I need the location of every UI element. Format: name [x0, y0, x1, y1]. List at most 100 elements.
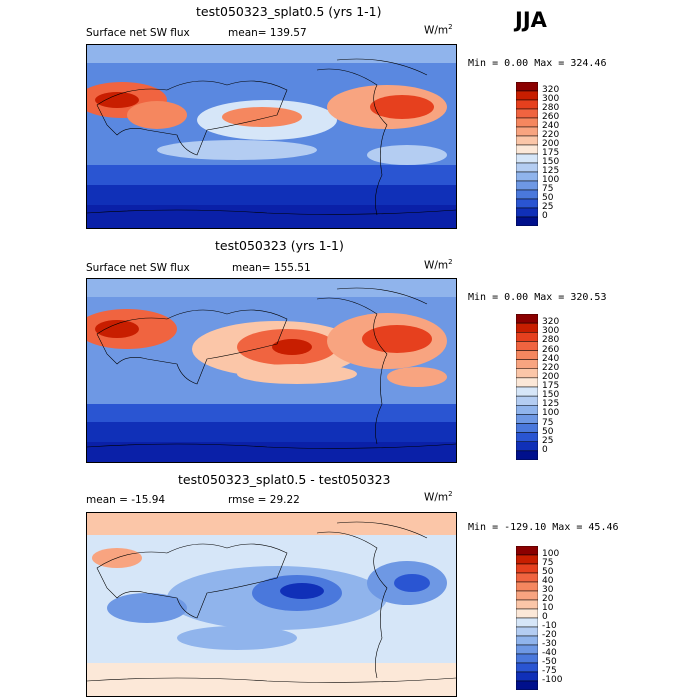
- colorbar-swatch: [515, 341, 539, 351]
- colorbar-tick-label: 150: [542, 157, 560, 167]
- colorbar-swatch: [515, 144, 539, 155]
- colorbar-swatch: [515, 572, 539, 583]
- panel1-right-label: mean= 139.57: [228, 27, 307, 39]
- colorbar-swatch: [515, 216, 539, 227]
- colorbar-tick-label: 220: [542, 362, 560, 373]
- colorbar-swatch: [515, 653, 539, 664]
- panel3-colorbar: [515, 545, 539, 691]
- colorbar-tick-label: 280: [542, 335, 560, 346]
- colorbar-tick-label: 0: [542, 444, 548, 455]
- colorbar-swatch: [515, 395, 539, 406]
- panel3-title: test050323_splat0.5 - test050323: [178, 472, 391, 487]
- colorbar-swatch: [515, 171, 539, 182]
- colorbar-swatch: [515, 599, 539, 610]
- colorbar-tick-label: 200: [542, 371, 560, 382]
- colorbar-swatch: [515, 545, 539, 556]
- panel3-colorbar-swatches: [515, 545, 539, 691]
- panel1-left-label: Surface net SW flux: [86, 27, 190, 39]
- colorbar-tick-label: 280: [542, 103, 560, 113]
- panel1-stats: Min = 0.00 Max = 324.46: [468, 58, 607, 69]
- season-label: JJA: [515, 8, 547, 32]
- colorbar-tick-label: 25: [542, 435, 554, 446]
- colorbar-swatch: [515, 359, 539, 369]
- colorbar-tick-label: 75: [542, 558, 554, 568]
- colorbar-tick-label: -30: [542, 639, 557, 649]
- panel2-map: [86, 278, 457, 463]
- colorbar-swatch: [515, 423, 539, 433]
- colorbar-swatch: [515, 108, 539, 119]
- colorbar-tick-label: 20: [542, 594, 554, 604]
- colorbar-swatch: [515, 405, 539, 415]
- panel1-colorbar-swatches: [515, 81, 539, 227]
- colorbar-tick-label: 0: [542, 612, 548, 622]
- colorbar-tick-label: 175: [542, 381, 560, 391]
- colorbar-tick-label: -20: [542, 630, 557, 640]
- colorbar-tick-label: -100: [542, 675, 563, 685]
- colorbar-tick-label: 50: [542, 567, 554, 577]
- colorbar-swatch: [515, 332, 539, 342]
- colorbar-swatch: [515, 313, 539, 324]
- colorbar-swatch: [515, 99, 539, 110]
- colorbar-swatch: [515, 117, 539, 128]
- colorbar-swatch: [515, 563, 539, 574]
- colorbar-swatch: [515, 386, 539, 397]
- panel1-colorbar: [515, 81, 539, 227]
- colorbar-swatch: [515, 414, 539, 424]
- colorbar-swatch: [515, 90, 539, 101]
- colorbar-swatch: [515, 162, 539, 173]
- colorbar-tick-label: 0: [542, 211, 548, 221]
- colorbar-swatch: [515, 377, 539, 388]
- colorbar-tick-label: 25: [542, 202, 554, 212]
- panel2-stats: Min = 0.00 Max = 320.53: [468, 292, 607, 303]
- panel2-right-label: mean= 155.51: [232, 262, 311, 274]
- colorbar-swatch: [515, 126, 539, 137]
- panel3-stats: Min = -129.10 Max = 45.46: [468, 522, 619, 533]
- colorbar-tick-label: 100: [542, 549, 560, 559]
- colorbar-tick-label: 50: [542, 193, 554, 203]
- colorbar-swatch: [515, 662, 539, 673]
- colorbar-tick-label: 50: [542, 426, 554, 437]
- colorbar-tick-label: 240: [542, 353, 560, 364]
- colorbar-tick-label: 75: [542, 184, 554, 194]
- colorbar-tick-label: 175: [542, 148, 560, 158]
- colorbar-swatch: [515, 432, 539, 442]
- colorbar-tick-label: 75: [542, 417, 554, 428]
- colorbar-tick-label: 320: [542, 317, 560, 328]
- colorbar-tick-label: 300: [542, 326, 560, 337]
- colorbar-swatch: [515, 608, 539, 619]
- colorbar-tick-label: 320: [542, 85, 560, 95]
- colorbar-swatch: [515, 322, 539, 333]
- colorbar-tick-label: 260: [542, 344, 560, 355]
- colorbar-tick-label: -75: [542, 666, 557, 676]
- colorbar-swatch: [515, 350, 539, 360]
- colorbar-tick-label: 200: [542, 139, 560, 149]
- panel2-colorbar: [515, 313, 539, 461]
- panel1-map: [86, 44, 457, 229]
- colorbar-swatch: [515, 644, 539, 655]
- colorbar-swatch: [515, 198, 539, 209]
- colorbar-swatch: [515, 189, 539, 200]
- panel2-left-label: Surface net SW flux: [86, 262, 190, 274]
- colorbar-swatch: [515, 617, 539, 628]
- colorbar-tick-label: -40: [542, 648, 557, 658]
- colorbar-swatch: [515, 581, 539, 592]
- colorbar-tick-label: -50: [542, 657, 557, 667]
- panel2-title: test050323 (yrs 1-1): [215, 238, 344, 253]
- colorbar-swatch: [515, 626, 539, 637]
- colorbar-swatch: [515, 180, 539, 191]
- colorbar-swatch: [515, 135, 539, 146]
- colorbar-swatch: [515, 153, 539, 164]
- colorbar-tick-label: 260: [542, 112, 560, 122]
- colorbar-tick-label: 30: [542, 585, 554, 595]
- colorbar-swatch: [515, 671, 539, 682]
- panel1-units: W/m2: [424, 23, 453, 37]
- colorbar-tick-label: 10: [542, 603, 554, 613]
- colorbar-swatch: [515, 635, 539, 646]
- colorbar-swatch: [515, 554, 539, 565]
- colorbar-tick-label: 150: [542, 390, 560, 401]
- colorbar-swatch: [515, 450, 539, 461]
- panel3-units: W/m2: [424, 490, 453, 504]
- colorbar-tick-label: 100: [542, 408, 560, 419]
- panel3-right-label: rmse = 29.22: [228, 494, 300, 506]
- colorbar-swatch: [515, 368, 539, 379]
